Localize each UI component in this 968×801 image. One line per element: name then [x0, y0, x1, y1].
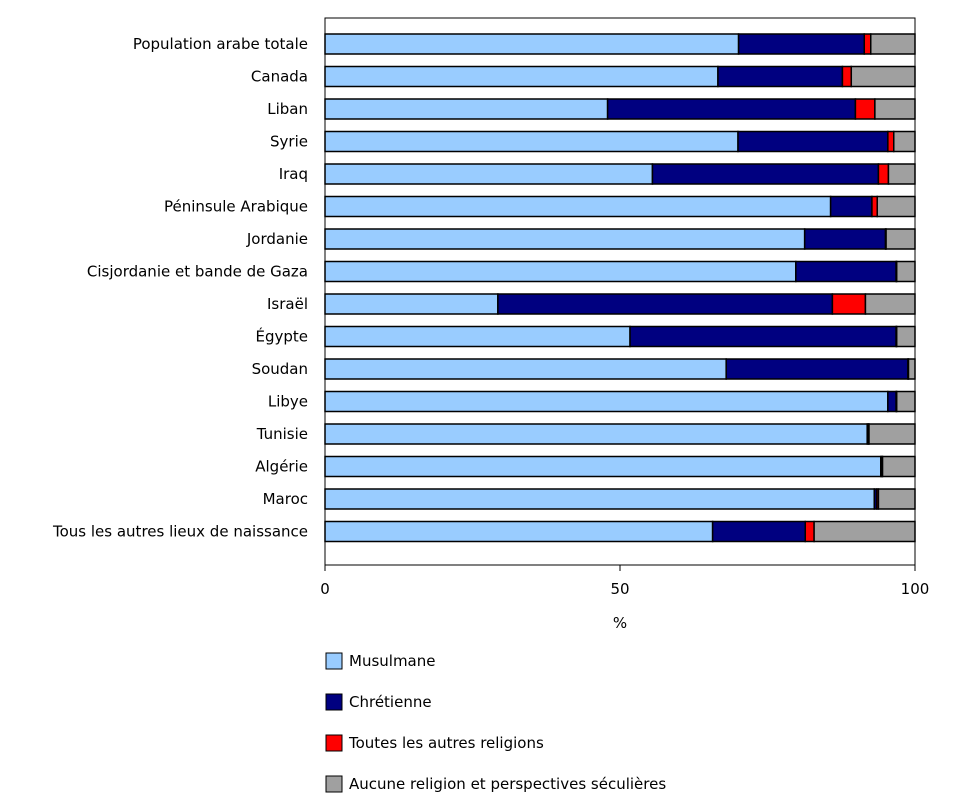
bar-segment-aucune-religion-et-perspectives-s-culi-res	[895, 325, 916, 348]
category-label: Péninsule Arabique	[164, 198, 308, 216]
category-label: Libye	[268, 393, 308, 411]
legend-swatch	[325, 652, 343, 670]
category-label: Jordanie	[246, 230, 308, 248]
x-tick-label: 100	[901, 580, 930, 598]
bar-segment-aucune-religion-et-perspectives-s-culi-res	[885, 228, 916, 250]
category-label: Algérie	[255, 458, 308, 476]
bar-segment-aucune-religion-et-perspectives-s-culi-res	[876, 195, 916, 218]
bar-segment-chr-tienne	[795, 260, 897, 283]
bar-segment-chr-tienne	[606, 98, 857, 120]
bar-segment-musulmane	[324, 65, 719, 88]
bar-segment-musulmane	[324, 325, 631, 348]
bar-segment-musulmane	[324, 390, 889, 413]
bar-segment-aucune-religion-et-perspectives-s-culi-res	[850, 65, 916, 88]
bar-segment-toutes-les-autres-religions	[841, 65, 853, 88]
bar-segment-aucune-religion-et-perspectives-s-culi-res	[887, 163, 916, 185]
bar-segment-musulmane	[324, 488, 876, 510]
bar-segment-chr-tienne	[829, 195, 873, 218]
bar-segment-aucune-religion-et-perspectives-s-culi-res	[895, 390, 916, 413]
legend-label: Toutes les autres religions	[348, 734, 544, 752]
category-label: Égypte	[255, 327, 308, 346]
bar-segment-chr-tienne	[737, 33, 866, 55]
bar-segment-aucune-religion-et-perspectives-s-culi-res	[864, 293, 916, 315]
bar-segment-toutes-les-autres-religions	[871, 195, 878, 218]
category-label: Canada	[251, 68, 308, 86]
category-label: Tous les autres lieux de naissance	[52, 523, 308, 541]
category-label: Population arabe totale	[133, 35, 308, 53]
bar-segment-chr-tienne	[725, 358, 909, 380]
bar-segment-toutes-les-autres-religions	[831, 293, 867, 315]
category-label: Cisjordanie et bande de Gaza	[87, 263, 308, 281]
bar-segment-aucune-religion-et-perspectives-s-culi-res	[868, 423, 916, 445]
bar-segment-musulmane	[324, 423, 868, 445]
bar-segment-toutes-les-autres-religions	[854, 98, 876, 120]
bar-segment-aucune-religion-et-perspectives-s-culi-res	[881, 455, 916, 478]
x-axis-label: %	[613, 614, 627, 632]
bar-segment-toutes-les-autres-religions	[877, 163, 890, 185]
bar-segment-chr-tienne	[887, 390, 897, 413]
bar-segment-aucune-religion-et-perspectives-s-culi-res	[813, 520, 916, 543]
legend-swatch	[325, 693, 343, 711]
bar-segment-chr-tienne	[497, 293, 834, 315]
bar-segment-musulmane	[324, 195, 832, 218]
bar-segment-musulmane	[324, 228, 806, 250]
bar-segment-chr-tienne	[629, 325, 897, 348]
bar-segment-musulmane	[324, 130, 739, 153]
bar-segment-aucune-religion-et-perspectives-s-culi-res	[877, 488, 916, 510]
x-tick-label: 0	[320, 580, 330, 598]
bar-segment-chr-tienne	[717, 65, 844, 88]
bar-segment-aucune-religion-et-perspectives-s-culi-res	[870, 33, 916, 55]
bar-segment-musulmane	[324, 520, 714, 543]
bar-segment-chr-tienne	[711, 520, 807, 543]
bar-segment-musulmane	[324, 98, 609, 120]
category-label: Syrie	[270, 133, 308, 151]
category-label: Israël	[267, 295, 308, 313]
bar-segment-aucune-religion-et-perspectives-s-culi-res	[895, 260, 916, 283]
legend-label: Chrétienne	[349, 693, 432, 711]
category-label: Iraq	[279, 165, 308, 183]
bar-segment-aucune-religion-et-perspectives-s-culi-res	[893, 130, 916, 153]
bar-segment-chr-tienne	[651, 163, 880, 185]
bar-segment-musulmane	[324, 260, 797, 283]
category-label: Soudan	[252, 360, 308, 378]
bar-segment-musulmane	[324, 163, 654, 185]
bar-segment-musulmane	[324, 455, 882, 478]
category-label: Tunisie	[256, 425, 308, 443]
bar-segment-toutes-les-autres-religions	[863, 33, 872, 55]
bar-segment-chr-tienne	[803, 228, 887, 250]
bar-segment-aucune-religion-et-perspectives-s-culi-res	[874, 98, 916, 120]
legend-swatch	[325, 775, 343, 793]
bar-segment-musulmane	[324, 33, 740, 55]
bar-segment-toutes-les-autres-religions	[804, 520, 815, 543]
legend-label: Aucune religion et perspectives séculièr…	[349, 775, 666, 793]
bar-segment-musulmane	[324, 358, 727, 380]
bar-segment-toutes-les-autres-religions	[887, 130, 895, 153]
category-label: Maroc	[263, 490, 308, 508]
x-tick-label: 50	[610, 580, 629, 598]
category-label: Liban	[267, 100, 308, 118]
legend-label: Musulmane	[349, 652, 435, 670]
legend-swatch	[325, 734, 343, 752]
bar-segment-musulmane	[324, 293, 499, 315]
bar-segment-aucune-religion-et-perspectives-s-culi-res	[907, 358, 916, 380]
bar-segment-chr-tienne	[737, 130, 889, 153]
